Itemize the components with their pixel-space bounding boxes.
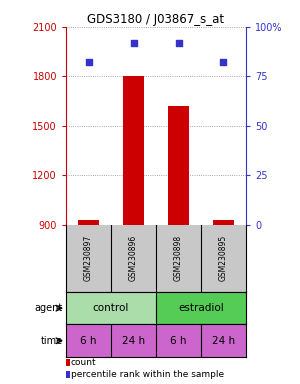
Text: 24 h: 24 h	[122, 336, 145, 346]
Point	[131, 40, 136, 46]
Bar	[168, 106, 189, 225]
Bar	[156, 225, 201, 292]
Bar	[66, 324, 111, 357]
Bar	[156, 324, 201, 357]
Text: control: control	[93, 303, 129, 313]
Text: time: time	[41, 336, 63, 346]
Text: 6 h: 6 h	[80, 336, 97, 346]
Bar	[66, 292, 156, 324]
Bar	[111, 225, 156, 292]
Text: percentile rank within the sample: percentile rank within the sample	[70, 370, 224, 379]
Point	[176, 40, 181, 46]
Bar	[66, 225, 111, 292]
Text: GSM230896: GSM230896	[129, 235, 138, 281]
Bar	[123, 76, 144, 225]
Bar	[156, 292, 246, 324]
Bar	[201, 324, 246, 357]
Bar	[111, 324, 156, 357]
Bar	[78, 220, 99, 225]
Text: 6 h: 6 h	[170, 336, 187, 346]
Text: GSM230895: GSM230895	[219, 235, 228, 281]
Bar	[213, 220, 234, 225]
Text: GSM230897: GSM230897	[84, 235, 93, 281]
Title: GDS3180 / J03867_s_at: GDS3180 / J03867_s_at	[87, 13, 225, 26]
Point	[86, 60, 91, 66]
Text: agent: agent	[35, 303, 63, 313]
Text: estradiol: estradiol	[178, 303, 224, 313]
Point	[221, 60, 226, 66]
Bar	[201, 225, 246, 292]
Text: count: count	[70, 358, 96, 367]
Text: GSM230898: GSM230898	[174, 235, 183, 281]
Text: 24 h: 24 h	[212, 336, 235, 346]
